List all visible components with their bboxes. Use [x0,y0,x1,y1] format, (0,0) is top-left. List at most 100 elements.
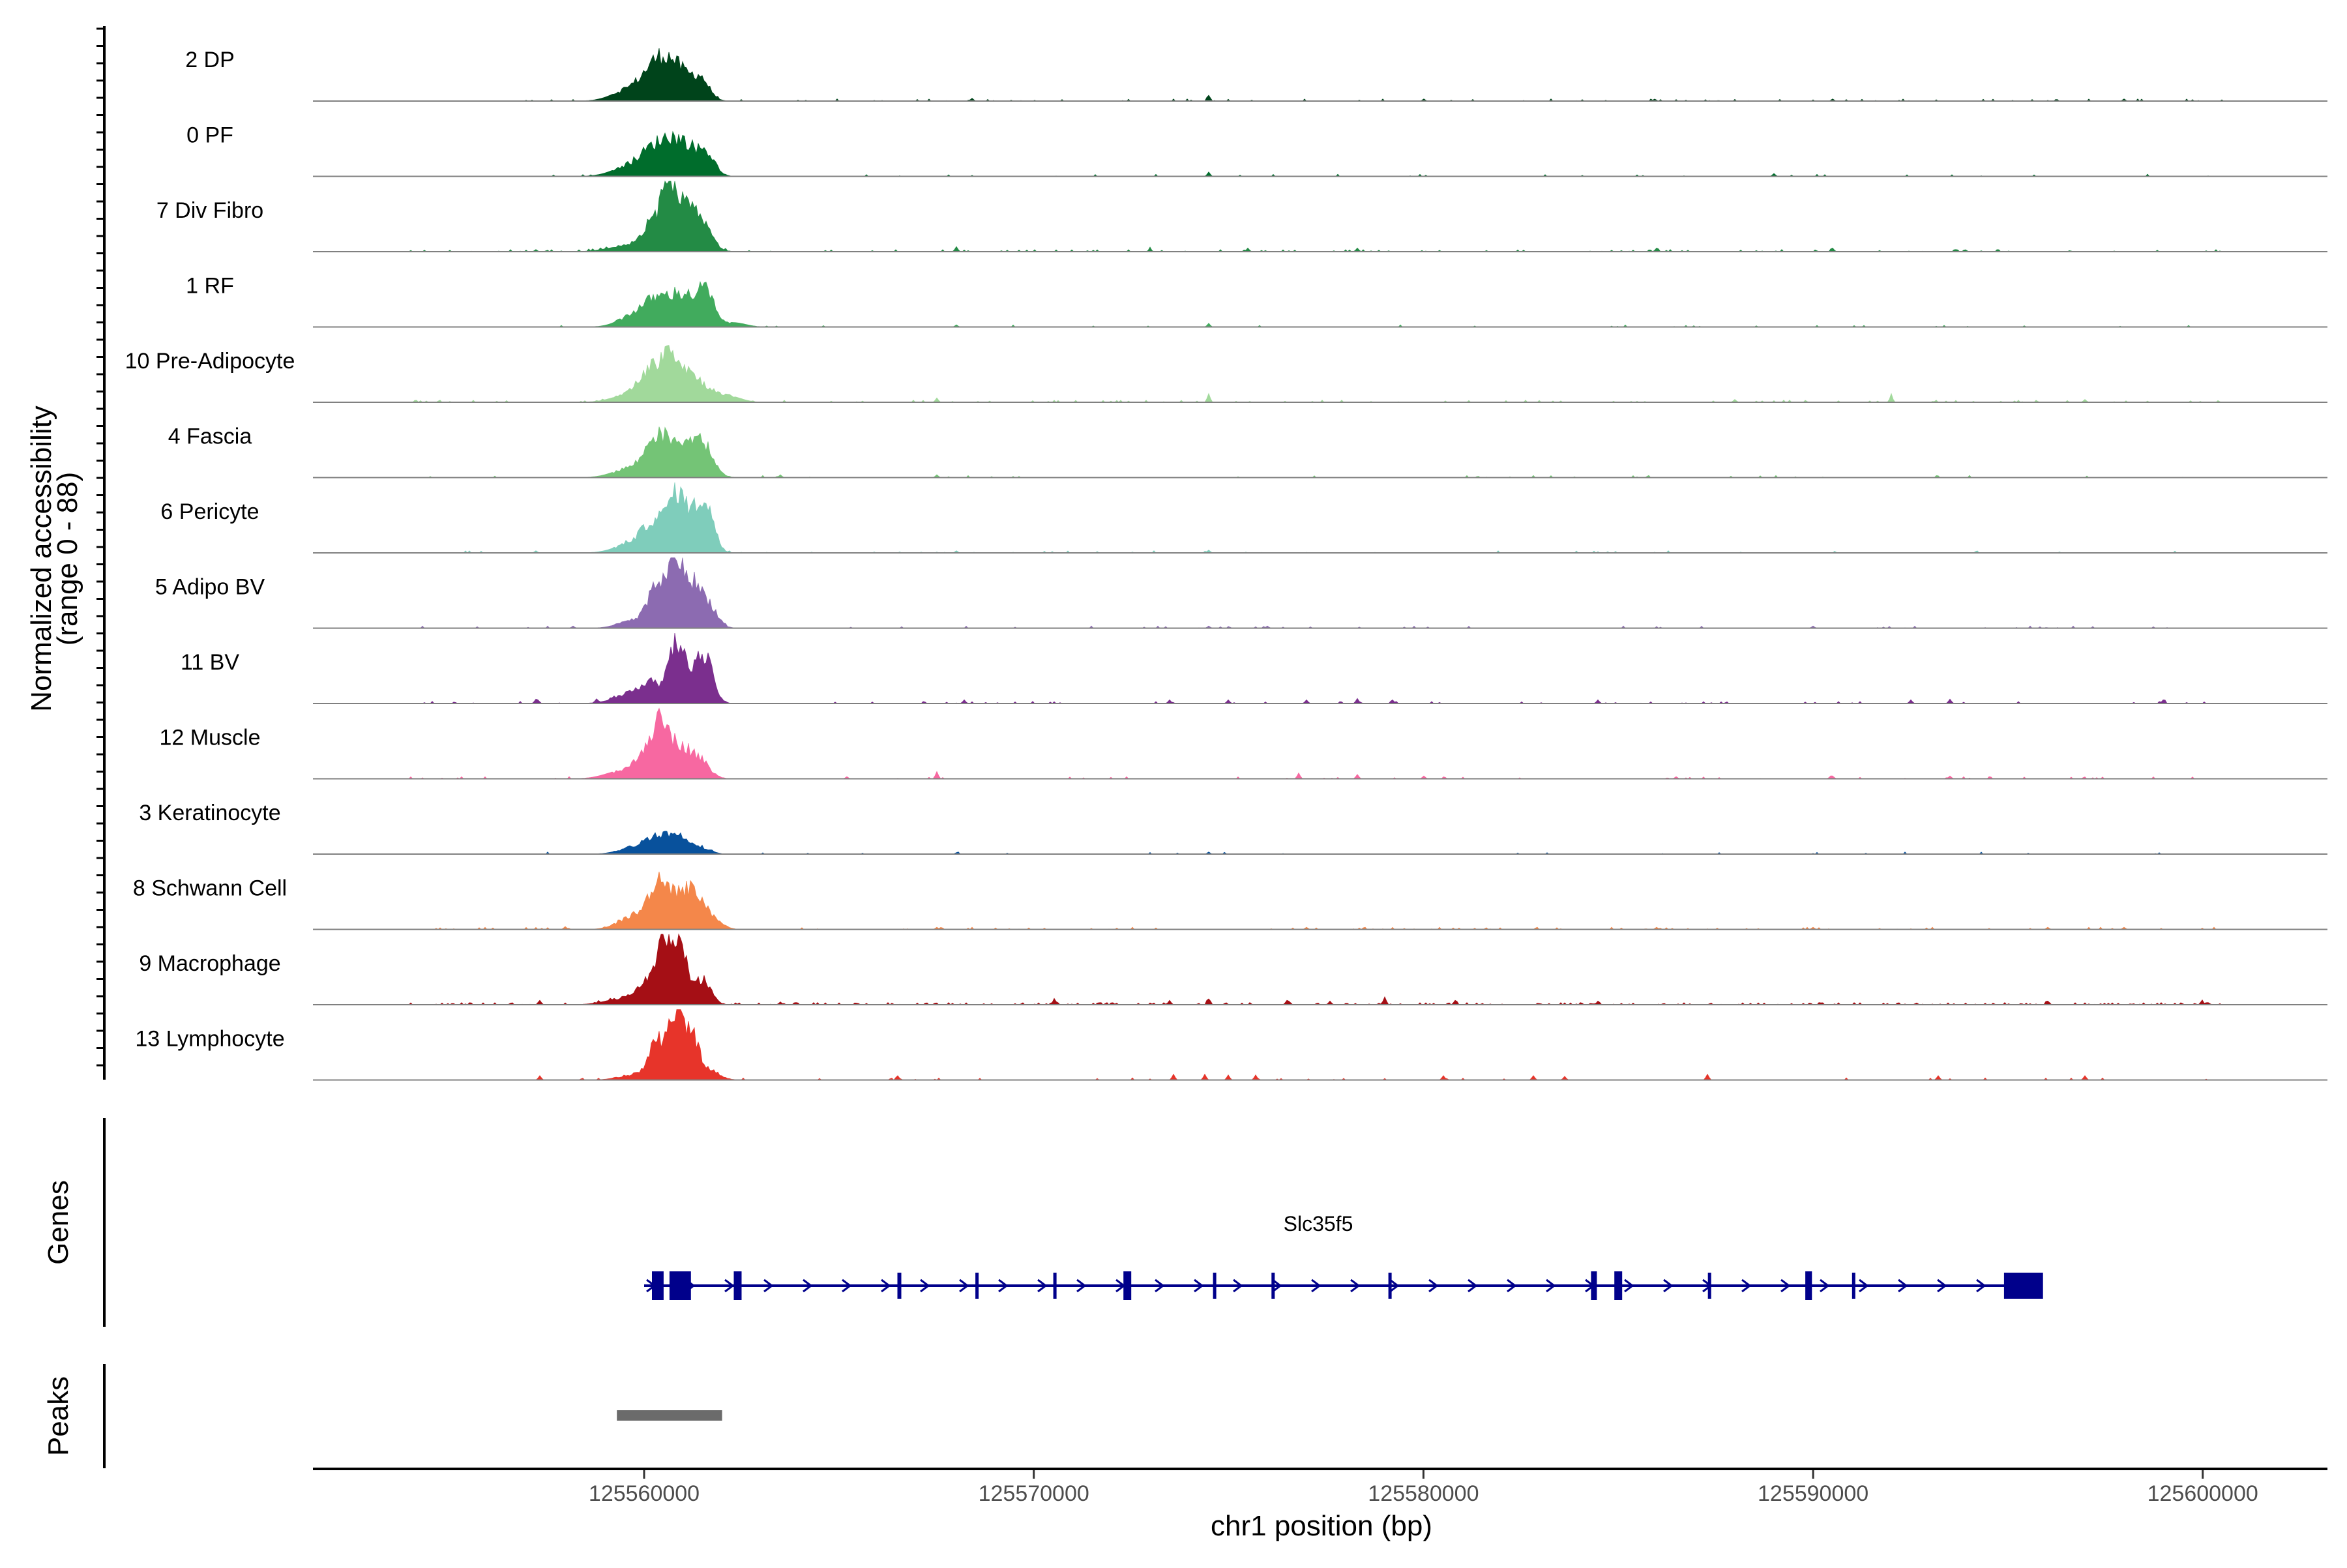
coverage-track: 7 Div Fibro [156,181,2327,252]
gene-exon [652,1271,664,1300]
gene-exon [733,1271,742,1300]
coverage-track: 1 RF [186,274,2327,328]
coverage-area [313,933,2327,1005]
peaks-panel-label: Peaks [42,1376,74,1456]
strand-arrow [1311,1279,1321,1293]
track-label: 8 Schwann Cell [133,876,287,901]
track-label: 12 Muscle [160,726,261,750]
coverage-track: 5 Adipo BV [155,557,2327,629]
x-tick-label: 125600000 [2148,1481,2258,1506]
coverage-area [313,632,2327,704]
track-label: 7 Div Fibro [156,198,263,223]
gene-exon [2003,1273,2043,1299]
y-axis-label-line2: (range 0 - 88) [52,472,83,646]
coverage-track: 3 Keratinocyte [139,801,2327,855]
strand-arrow [1076,1279,1087,1293]
strand-arrow [1272,1279,1282,1293]
gene-exon [1213,1273,1217,1299]
coverage-track: 2 DP [185,48,2327,102]
strand-arrow [1976,1279,1986,1293]
x-tick-label: 125580000 [1368,1481,1479,1506]
track-label: 3 Keratinocyte [139,801,280,825]
coverage-area [313,872,2327,930]
gene-exon [1053,1273,1057,1299]
y-axis-label-line1: Normalized accessibility [25,406,57,711]
track-label: 4 Fascia [168,424,252,449]
coverage-area [313,48,2327,102]
strand-arrow [1546,1279,1556,1293]
strand-arrow [1820,1279,1830,1293]
coverage-area [313,1009,2327,1081]
track-label: 6 Pericyte [160,499,259,524]
strand-arrow [920,1279,930,1293]
strand-arrow [1937,1279,1947,1293]
track-label: 5 Adipo BV [155,575,265,600]
gene-exon [1707,1273,1711,1299]
coverage-track: 8 Schwann Cell [133,872,2327,930]
coverage-track: 13 Lymphocyte [135,1009,2327,1081]
coverage-track: 6 Pericyte [160,482,2327,554]
gene-exon [1591,1271,1597,1300]
strand-arrow [1624,1279,1634,1293]
track-label: 9 Macrophage [139,951,280,976]
strand-arrow [1663,1279,1674,1293]
gene-track [644,1271,2043,1300]
track-label: 1 RF [186,274,234,299]
track-label: 11 BV [181,650,239,675]
strand-arrow [1741,1279,1752,1293]
strand-arrow [1155,1279,1165,1293]
strand-arrow [1233,1279,1243,1293]
strand-arrow [1194,1279,1204,1293]
gene-name-label: Slc35f5 [1284,1212,1353,1235]
track-label: 10 Pre-Adipocyte [125,349,295,374]
strand-arrow [1898,1279,1908,1293]
strand-arrow [959,1279,969,1293]
strand-arrow [1859,1279,1869,1293]
track-label: 13 Lymphocyte [135,1027,284,1052]
peak-track [617,1410,722,1421]
coverage-track: 10 Pre-Adipocyte [125,345,2327,403]
coverage-track: 11 BV [181,632,2327,704]
track-label: 0 PF [186,123,233,148]
gene-exon [1852,1273,1855,1299]
gene-exon [1271,1273,1275,1299]
coverage-track: 0 PF [186,123,2327,177]
strand-arrow [1780,1279,1791,1293]
x-tick-label: 125570000 [979,1481,1089,1506]
coverage-area [313,557,2327,629]
coverage-area [313,345,2327,403]
strand-arrow [1468,1279,1478,1293]
strand-arrow [842,1279,852,1293]
strand-arrow [803,1279,813,1293]
track-label: 2 DP [185,48,235,72]
strand-arrow [1350,1279,1361,1293]
gene-exon [897,1273,902,1299]
coverage-track: 12 Muscle [160,707,2327,780]
coverage-area [313,181,2327,252]
x-axis: 125560000 125570000 125580000 125590000 1256… [589,1470,2258,1506]
coverage-area [313,130,2327,177]
gene-exon [1123,1271,1132,1300]
strand-arrow [1507,1279,1517,1293]
strand-arrow [1389,1279,1400,1293]
accessibility-tracks: 2 DP 0 PF 7 Div Fibro 1 RF 10 Pre-Adipocyte 4… [125,48,2327,1081]
gene-exon [975,1273,979,1299]
gene-exon [1805,1271,1812,1300]
coverage-area [313,482,2327,554]
strand-arrow [998,1279,1009,1293]
strand-arrow [763,1279,774,1293]
x-tick-label: 125590000 [1758,1481,1868,1506]
strand-arrow [1428,1279,1439,1293]
strand-arrow [881,1279,891,1293]
peak-region [617,1410,722,1421]
coverage-track: 9 Macrophage [139,933,2327,1005]
coverage-area [313,831,2327,855]
coverage-track: 4 Fascia [168,424,2327,479]
strand-arrow [1037,1279,1048,1293]
gene-exon [669,1271,691,1300]
coverage-area [313,426,2327,478]
x-axis-label: chr1 position (bp) [1211,1510,1432,1542]
coverage-area [313,281,2327,327]
